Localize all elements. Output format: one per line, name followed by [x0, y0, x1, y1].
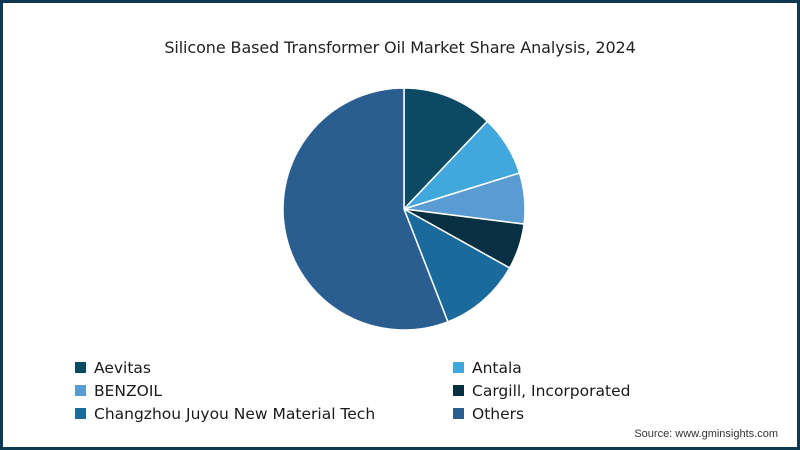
legend-swatch-icon: [453, 408, 464, 419]
legend-item-others[interactable]: Others: [453, 403, 715, 424]
legend-label: Changzhou Juyou New Material Tech: [94, 404, 376, 423]
legend-swatch-icon: [453, 385, 464, 396]
legend-item-benzoil[interactable]: BENZOIL: [75, 380, 453, 401]
chart-title: Silicone Based Transformer Oil Market Sh…: [164, 38, 636, 57]
source-note: Source: www.gminsights.com: [634, 428, 778, 440]
legend-label: Antala: [472, 358, 522, 377]
chart-legend: Aevitas Antala BENZOIL Cargill, Incorpor…: [75, 357, 715, 424]
pie-slice-aevitas[interactable]: Aevitas: [403, 87, 489, 210]
legend-label: BENZOIL: [94, 381, 163, 400]
legend-swatch-icon: [75, 408, 86, 419]
legend-label: Aevitas: [94, 358, 151, 377]
legend-swatch-icon: [453, 362, 464, 373]
legend-item-aevitas[interactable]: Aevitas: [75, 357, 453, 378]
legend-label: Cargill, Incorporated: [472, 381, 631, 400]
legend-swatch-icon: [75, 385, 86, 396]
legend-item-cargill[interactable]: Cargill, Incorporated: [453, 380, 715, 401]
pie-slice-changzhou-juyou-new-material-tech[interactable]: Changzhou Juyou New Material Tech: [403, 208, 511, 323]
legend-item-changzhou[interactable]: Changzhou Juyou New Material Tech: [75, 403, 453, 424]
legend-swatch-icon: [75, 362, 86, 373]
legend-item-antala[interactable]: Antala: [453, 357, 715, 378]
legend-label: Others: [472, 404, 525, 423]
pie-slice-others[interactable]: Others: [282, 87, 449, 331]
